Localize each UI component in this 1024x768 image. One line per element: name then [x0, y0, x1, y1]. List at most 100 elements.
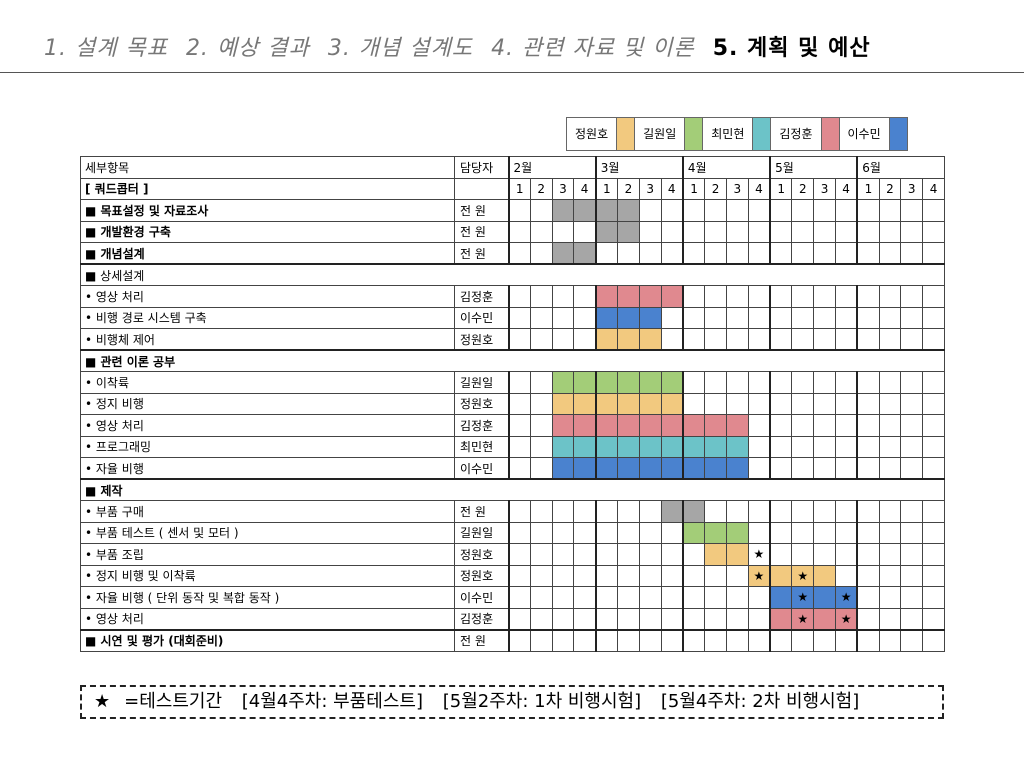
legend-swatch	[753, 118, 772, 150]
schedule-cell	[878, 328, 902, 351]
schedule-cell	[704, 392, 727, 415]
schedule-cell	[681, 586, 706, 609]
week-label: 2	[616, 177, 640, 200]
schedule-cell	[856, 199, 880, 222]
schedule-bar-cell	[725, 543, 749, 566]
schedule-bar-cell	[813, 607, 836, 630]
legend-name: 최민현	[703, 118, 754, 150]
week-label: 4	[747, 177, 771, 200]
schedule-cell	[725, 371, 749, 394]
schedule-cell	[769, 392, 793, 415]
table-week-row: [ 쿼드콥터 ] 1 2 3 4 1 2 3 4 1 2 3 4 1 2 3 4 1 2 3 4	[80, 177, 945, 200]
schedule-cell	[529, 500, 553, 523]
schedule-cell	[660, 220, 684, 243]
schedule-cell	[769, 500, 793, 523]
schedule-cell	[660, 521, 684, 544]
schedule-cell	[529, 543, 553, 566]
schedule-bar-cell	[573, 371, 597, 394]
schedule-cell	[529, 457, 553, 480]
schedule-cell	[834, 543, 858, 566]
schedule-cell	[878, 306, 902, 329]
schedule-cell	[660, 199, 684, 222]
schedule-bar-cell	[681, 414, 706, 437]
task-name: • 정지 비행 및 이착륙	[80, 564, 455, 587]
schedule-bar-cell	[638, 328, 662, 351]
week-label: 2	[529, 177, 553, 200]
task-name: ■ 개발환경 구축	[80, 220, 455, 243]
schedule-cell	[507, 306, 531, 329]
schedule-bar-cell	[551, 242, 575, 265]
table-row: ■ 목표설정 및 자료조사 전 원	[80, 199, 945, 222]
schedule-bar-cell	[616, 285, 640, 308]
schedule-cell	[834, 392, 858, 415]
schedule-cell	[834, 628, 858, 652]
schedule-cell	[813, 199, 836, 222]
section-tab-4: 4. 관련 자료 및 이론	[491, 36, 695, 61]
task-name: • 비행 경로 시스템 구축	[80, 306, 455, 329]
schedule-bar-cell	[638, 392, 662, 415]
schedule-cell	[878, 392, 902, 415]
week-label: 1	[594, 177, 618, 200]
schedule-bar-cell	[573, 199, 597, 222]
schedule-cell	[834, 285, 858, 308]
task-name: • 부품 테스트 ( 센서 및 모터 )	[80, 521, 455, 544]
schedule-bar-cell	[660, 435, 684, 458]
schedule-bar-cell: ★	[834, 586, 858, 609]
table-header-row: 세부항목 담당자 2월 3월 4월 5월 6월	[80, 156, 945, 179]
schedule-bar-cell: ★	[747, 564, 771, 587]
week-label: 2	[704, 177, 727, 200]
schedule-cell	[507, 564, 531, 587]
column-header-task: 세부항목	[80, 156, 455, 179]
note-item-3: [5월4주차: 2차 비행시험]	[660, 691, 860, 712]
schedule-cell	[507, 242, 531, 265]
schedule-bar-cell	[616, 414, 640, 437]
schedule-bar-cell	[769, 564, 793, 587]
schedule-cell	[660, 543, 684, 566]
schedule-cell	[594, 628, 618, 652]
schedule-cell	[769, 220, 793, 243]
note-legend-text: =테스트기간	[124, 691, 223, 712]
task-owner: 전 원	[454, 628, 509, 652]
week-label: 2	[791, 177, 815, 200]
schedule-bar-cell	[551, 392, 575, 415]
schedule-cell	[878, 285, 902, 308]
section-tab-3: 3. 개념 설계도	[327, 36, 474, 61]
schedule-cell	[529, 371, 553, 394]
schedule-cell	[725, 199, 749, 222]
schedule-cell	[922, 564, 945, 587]
schedule-bar-cell	[616, 435, 640, 458]
schedule-cell	[900, 220, 924, 243]
schedule-cell	[638, 543, 662, 566]
schedule-bar-cell	[594, 414, 618, 437]
table-row: ■ 개념설계 전 원	[80, 242, 945, 265]
star-icon: ★	[797, 568, 809, 583]
schedule-bar-cell	[681, 435, 706, 458]
schedule-cell	[900, 521, 924, 544]
schedule-cell	[747, 371, 771, 394]
schedule-cell	[878, 607, 902, 630]
schedule-cell	[704, 199, 727, 222]
schedule-bar-cell	[660, 285, 684, 308]
legend-item: 이수민	[839, 118, 907, 150]
section-row: ■ 상세설계	[80, 263, 945, 286]
section-title: ■ 상세설계	[80, 263, 945, 286]
schedule-cell	[856, 220, 880, 243]
test-period-note: ★ =테스트기간 [4월4주차: 부품테스트] [5월2주차: 1차 비행시험] …	[80, 685, 944, 719]
schedule-cell	[922, 199, 945, 222]
schedule-cell	[638, 220, 662, 243]
task-name: • 부품 구매	[80, 500, 455, 523]
slide-header: 1. 설계 목표 2. 예상 결과 3. 개념 설계도 4. 관련 자료 및 이론 5.…	[0, 0, 1024, 73]
schedule-cell	[900, 564, 924, 587]
schedule-cell	[791, 521, 815, 544]
task-owner: 정원호	[454, 392, 509, 415]
schedule-cell	[856, 628, 880, 652]
schedule-cell	[900, 628, 924, 652]
schedule-cell	[791, 328, 815, 351]
table-row: ■ 시연 및 평가 (대회준비) 전 원	[80, 628, 945, 652]
schedule-cell	[791, 199, 815, 222]
task-name: • 비행체 제어	[80, 328, 455, 351]
schedule-cell	[725, 564, 749, 587]
schedule-cell	[681, 285, 706, 308]
schedule-cell	[922, 607, 945, 630]
schedule-cell	[573, 285, 597, 308]
